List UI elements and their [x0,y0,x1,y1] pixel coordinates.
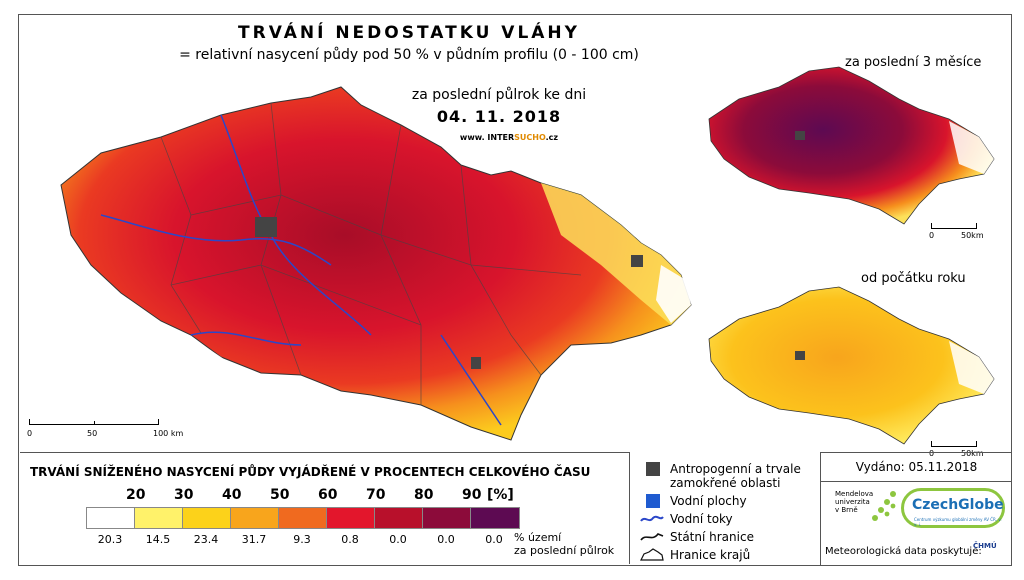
swatch [375,508,423,528]
chmu-logo: ČHMÚ [973,542,997,550]
website-suffix: .cz [545,133,559,142]
river-line-icon [640,512,664,526]
region-borders [160,102,582,405]
swatch [327,508,375,528]
legend-swatches [86,507,520,529]
legend-title: TRVÁNÍ SNÍŽENÉHO NASYCENÍ PŮDY VYJÁDŘENÉ… [30,465,591,479]
swatch [471,508,519,528]
inset-top-scalebar: 0 50km [929,223,1001,243]
dark-square-icon [640,462,664,476]
logos-area: Mendelova univerzita v Brně CzechGlobe C… [820,482,1012,566]
percentage-value: 23.4 [193,533,219,546]
percentage-value: 0.0 [485,533,503,546]
meteo-credit: Meteorologická data poskytuje: [825,546,982,557]
legend-unit: [%] [487,487,514,503]
website-highlight: SUCHO [514,133,546,142]
legend-regions: Hranice krajů [640,548,750,562]
swatch [279,508,327,528]
czechglobe-logo: CzechGlobe Centrum výzkumu globální změn… [901,488,1005,528]
threshold-label: 90 [462,487,482,503]
map-subtitle: = relativní nasycení půdy pod 50 % v půd… [179,47,639,63]
threshold-label: 30 [174,487,194,503]
map-frame: TRVÁNÍ NEDOSTATKU VLÁHY = relativní nasy… [18,14,1012,566]
brno-area [471,357,481,369]
main-map [60,86,692,441]
percentage-value: 31.7 [241,533,267,546]
swatch [87,508,135,528]
percentage-value: 0.0 [437,533,455,546]
threshold-label: 40 [222,487,242,503]
percentage-value: 0.0 [389,533,407,546]
main-scalebar: 0 50 100 km [27,419,189,443]
period-label: za poslední půlrok ke dni [411,87,587,103]
swatch [231,508,279,528]
threshold-label: 70 [366,487,386,503]
percentage-value: 9.3 [293,533,311,546]
border-line-icon [640,530,664,544]
white-zone-northeast [541,183,691,325]
legend: TRVÁNÍ SNÍŽENÉHO NASYCENÍ PŮDY VYJÁDŘENÉ… [20,452,630,564]
percentage-value: 20.3 [97,533,123,546]
website-link[interactable]: www. INTERSUCHO.cz [439,133,579,142]
white-zone-southwest [151,325,246,415]
legend-thresholds: 20 30 40 50 60 70 80 90 [20,487,540,505]
threshold-label: 60 [318,487,338,503]
threshold-label: 80 [414,487,434,503]
swatch [135,508,183,528]
map-title: TRVÁNÍ NEDOSTATKU VLÁHY [238,23,580,43]
website-prefix: www. INTER [459,133,515,142]
swatch [423,508,471,528]
region-outline-icon [640,548,664,562]
inset-ytd-label: od počátku roku [861,271,966,286]
threshold-label: 20 [126,487,146,503]
blue-square-icon [640,494,664,508]
legend-percentages: 20.3 14.5 23.4 31.7 9.3 0.8 0.0 0.0 0.0 [86,533,518,547]
legend-rivers: Vodní toky [640,512,733,526]
percentage-value: 0.8 [341,533,359,546]
inset-ytd-map [708,286,995,445]
legend-state-border: Státní hranice [640,530,754,544]
mendel-logo: Mendelova univerzita v Brně [835,490,874,514]
mendel-dots-icon [872,491,896,521]
legend-water: Vodní plochy [640,494,747,508]
legend-anthropogenic: Antropogenní a trvale zamokřené oblasti [640,462,810,490]
inset-last3-map [708,66,995,225]
white-zone-east [656,265,691,323]
ostrava-area [631,255,643,267]
prague-area [255,217,277,237]
percentage-note: % území za poslední půlrok [514,531,615,557]
percentage-value: 14.5 [145,533,171,546]
date-label: 04. 11. 2018 [436,107,562,126]
czech-territory [60,86,692,441]
issued-date: Vydáno: 05.11.2018 [820,452,1012,482]
threshold-label: 50 [270,487,290,503]
inset-last3-label: za poslední 3 měsíce [845,55,982,70]
swatch [183,508,231,528]
inset-bottom-scalebar: 0 50km [929,441,1001,461]
